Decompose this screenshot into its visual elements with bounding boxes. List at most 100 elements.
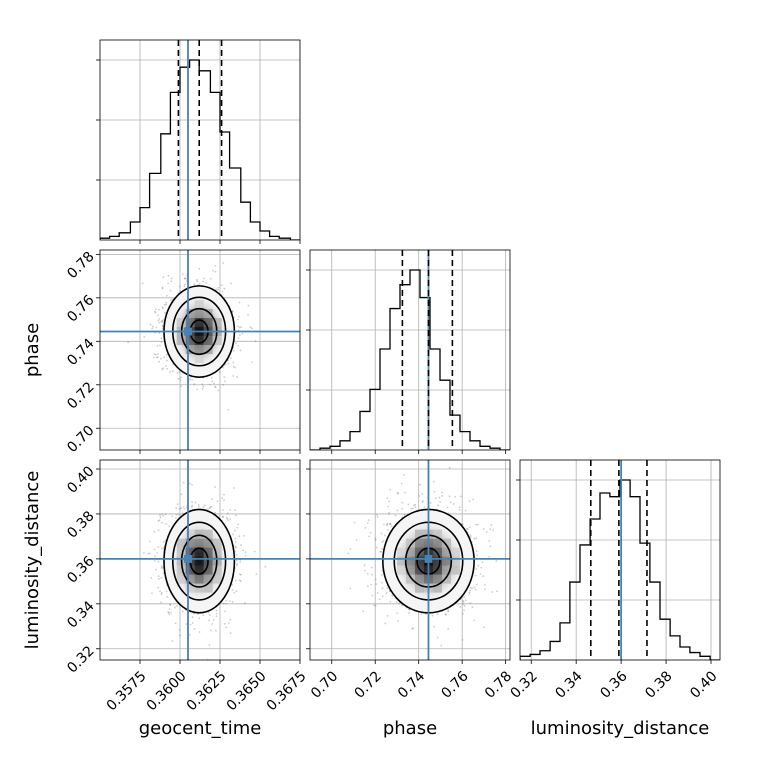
- scatter-point: [209, 507, 211, 509]
- scatter-point: [376, 516, 379, 518]
- scatter-point: [197, 505, 200, 508]
- scatter-point: [461, 638, 464, 641]
- scatter-point: [366, 585, 369, 588]
- scatter-point: [247, 304, 250, 307]
- scatter-point: [160, 576, 163, 579]
- x-tick-label: 0.38: [642, 668, 675, 701]
- scatter-point: [194, 501, 197, 504]
- pair-phase-luminosity_distance: [306, 459, 511, 664]
- scatter-point: [165, 303, 168, 306]
- scatter-point: [165, 301, 168, 304]
- scatter-point: [191, 622, 194, 624]
- scatter-point: [233, 591, 236, 594]
- scatter-point: [209, 506, 212, 508]
- scatter-point: [403, 513, 406, 516]
- scatter-point: [235, 546, 237, 548]
- density-cell: [194, 336, 204, 346]
- contour: [172, 521, 227, 601]
- density-cell: [396, 547, 406, 557]
- scatter-point: [215, 629, 217, 632]
- scatter-point: [421, 493, 424, 495]
- density-cell: [176, 565, 186, 575]
- scatter-point: [208, 614, 211, 617]
- y-tick-label: 0.38: [64, 508, 97, 541]
- scatter-point: [251, 361, 254, 363]
- scatter-point: [234, 540, 237, 543]
- scatter-point: [155, 308, 157, 311]
- scatter-point: [462, 596, 465, 598]
- scatter-point: [191, 378, 194, 381]
- scatter-point: [447, 627, 450, 630]
- scatter-point: [188, 633, 191, 636]
- scatter-point: [227, 408, 230, 411]
- y-tick-label: 0.72: [64, 379, 97, 412]
- scatter-point: [171, 298, 174, 301]
- scatter-point: [160, 341, 163, 343]
- scatter-point: [204, 504, 206, 507]
- scatter-point: [157, 586, 160, 589]
- scatter-point: [479, 572, 482, 575]
- scatter-point: [452, 503, 455, 505]
- x-tick-label: 0.34: [552, 668, 585, 701]
- density-cell: [176, 547, 186, 557]
- scatter-point: [210, 376, 213, 379]
- grid: [310, 250, 510, 450]
- scatter-point: [386, 523, 389, 526]
- panel-frame: [519, 459, 721, 661]
- x-tick-label: 0.70: [308, 668, 341, 701]
- scatter-point: [381, 574, 383, 576]
- scatter-point: [239, 580, 242, 582]
- scatter-point: [353, 521, 356, 524]
- scatter-point: [222, 602, 225, 605]
- scatter-point: [220, 284, 223, 287]
- density-cell: [212, 336, 222, 346]
- density-cell: [441, 556, 451, 566]
- density-cell: [194, 318, 204, 328]
- x-tick-label: 0.72: [351, 668, 384, 701]
- scatter-point: [168, 613, 171, 616]
- scatter-point: [197, 503, 200, 506]
- scatter-point: [158, 308, 160, 311]
- scatter-point: [164, 311, 166, 314]
- scatter-point: [482, 528, 485, 530]
- scatter-point: [236, 559, 238, 562]
- scatter-point: [163, 303, 166, 306]
- scatter-point: [225, 599, 228, 602]
- scatter-point: [236, 526, 239, 529]
- scatter-point: [162, 540, 165, 543]
- scatter-point: [162, 276, 165, 279]
- density-cell: [203, 538, 213, 548]
- y-axis-label: phase: [22, 323, 43, 377]
- density-cell: [194, 547, 204, 557]
- scatter-point: [221, 290, 224, 293]
- scatter-point: [178, 513, 180, 516]
- scatter-point: [161, 319, 164, 322]
- scatter-point: [180, 376, 182, 379]
- scatter-point: [205, 282, 208, 284]
- scatter-point: [375, 546, 378, 549]
- scatter-point: [242, 549, 245, 552]
- scatter-point: [169, 604, 171, 606]
- scatter-point: [160, 565, 163, 568]
- scatter-point: [482, 575, 485, 578]
- scatter-point: [381, 581, 383, 584]
- scatter-point: [464, 599, 467, 602]
- scatter-point: [221, 497, 224, 500]
- scatter-point: [242, 534, 245, 537]
- scatter-point: [401, 507, 404, 510]
- scatter-point: [183, 277, 186, 280]
- density-cell: [414, 529, 424, 539]
- scatter-point: [202, 280, 205, 283]
- scatter-point: [391, 594, 394, 597]
- density-cell: [203, 318, 213, 328]
- scatter-point: [209, 383, 211, 386]
- scatter-point: [414, 503, 416, 506]
- scatter-point: [362, 610, 365, 613]
- scatter-point: [176, 372, 179, 375]
- scatter-point: [388, 511, 391, 514]
- scatter-point: [189, 623, 192, 626]
- scatter-point: [231, 600, 234, 603]
- scatter-point: [379, 550, 382, 553]
- scatter-point: [212, 619, 215, 621]
- scatter-point: [156, 356, 159, 359]
